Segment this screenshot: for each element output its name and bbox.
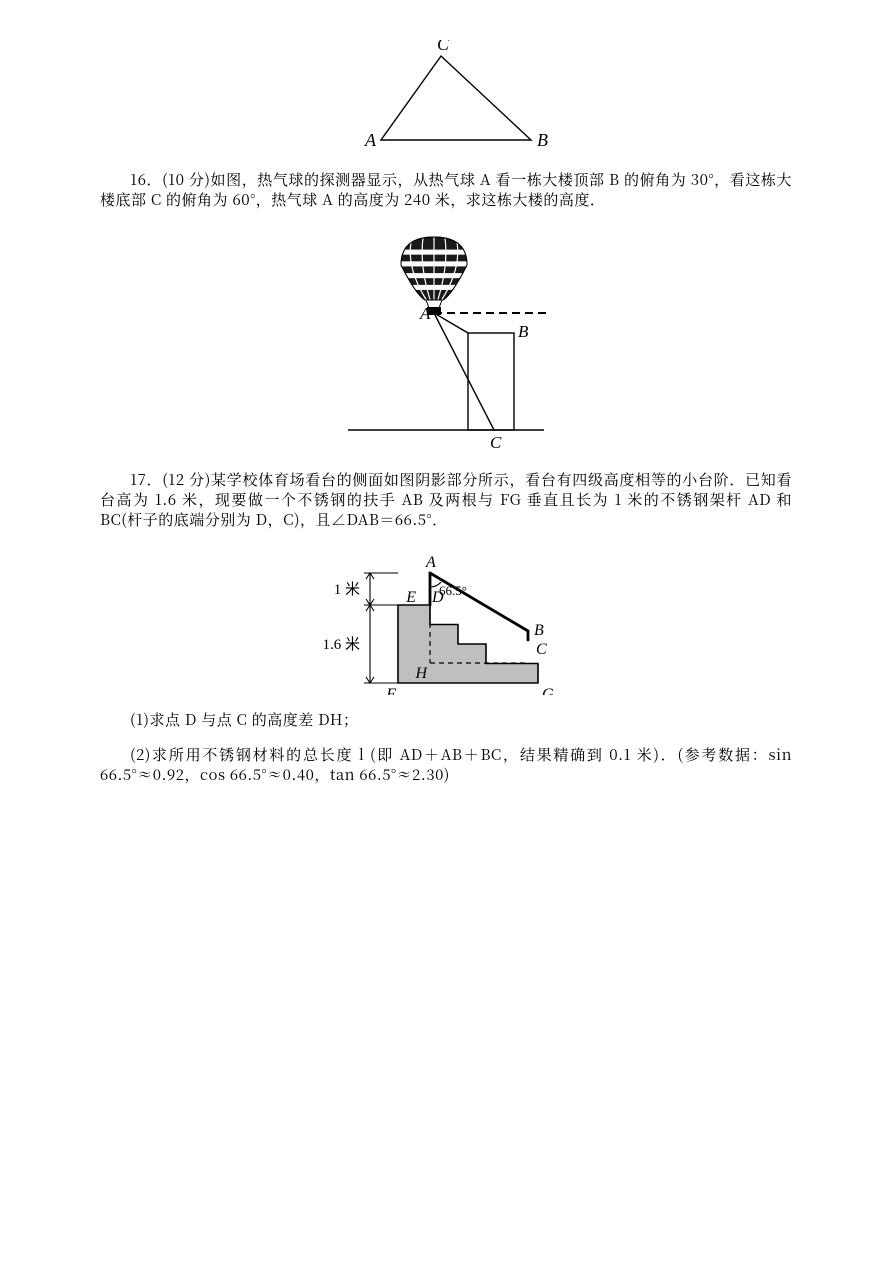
svg-text:E: E: [405, 589, 416, 606]
problem-17-q1: (1)求点 D 与点 C 的高度差 DH；: [100, 710, 792, 730]
svg-text:C: C: [490, 433, 502, 452]
stairs-figure: 1 米1.6 米66.5°ABCDEFGH: [306, 545, 586, 695]
problem-16-text: 16．(10 分)如图，热气球的探测器显示，从热气球 A 看一栋大楼顶部 B 的…: [100, 170, 792, 210]
svg-text:B: B: [518, 322, 529, 341]
svg-text:1 米: 1 米: [334, 581, 360, 598]
problem-17-intro: 17．(12 分)某学校体育场看台的侧面如图阴影部分所示，看台有四级高度相等的小…: [100, 470, 792, 530]
svg-text:H: H: [414, 665, 428, 682]
problem-17-q2: (2)求所用不锈钢材料的总长度 l (即 AD＋AB＋BC，结果精确到 0.1 …: [100, 745, 792, 785]
svg-text:D: D: [431, 589, 444, 606]
svg-text:A: A: [425, 554, 436, 571]
triangle-figure: A B C: [326, 40, 566, 155]
svg-text:A: A: [419, 304, 431, 323]
svg-text:F: F: [385, 686, 396, 695]
svg-text:C: C: [437, 40, 450, 54]
svg-text:B: B: [537, 130, 548, 150]
svg-text:1.6 米: 1.6 米: [322, 636, 360, 653]
svg-text:B: B: [534, 622, 544, 639]
svg-text:G: G: [542, 686, 554, 695]
balloon-figure: A B C: [316, 225, 576, 455]
svg-text:C: C: [536, 641, 547, 658]
svg-text:A: A: [364, 130, 377, 150]
